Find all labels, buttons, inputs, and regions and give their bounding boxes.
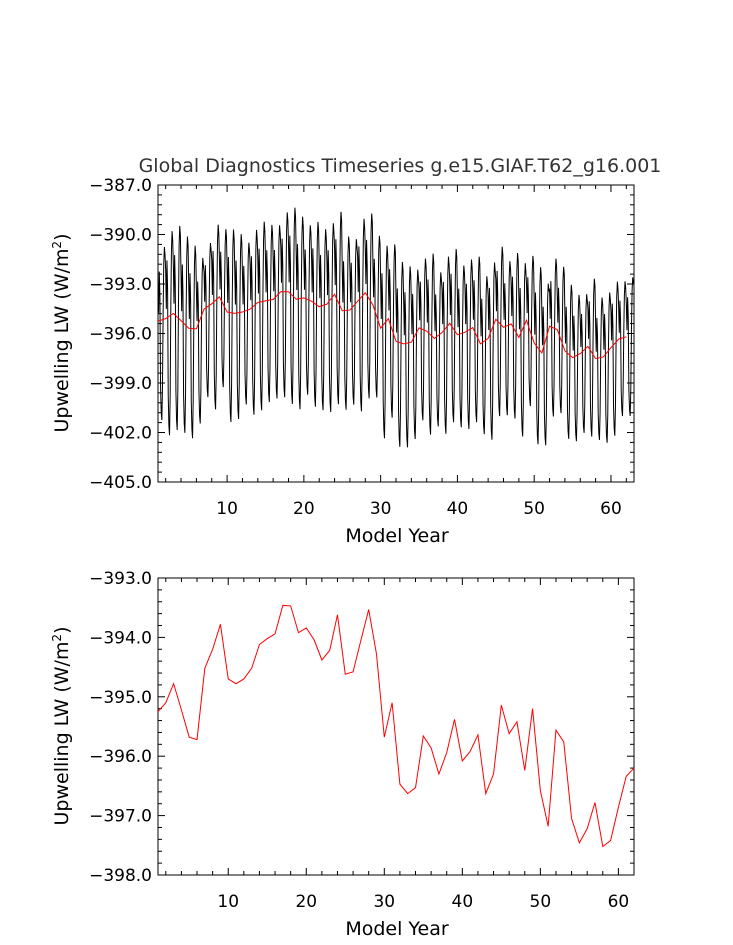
top-x-tick-label: 60	[600, 499, 622, 519]
top-y-tick-label: −390.0	[89, 226, 152, 246]
annual-mean-series-line	[157, 291, 627, 360]
top-x-axis-label: Model Year	[345, 525, 449, 547]
bottom-x-tick-label: 30	[373, 892, 395, 912]
top-x-tick-label: 40	[447, 499, 469, 519]
bottom-y-axis-label: Upwelling LW (W/m2)	[50, 626, 73, 825]
bottom-y-tick-labels: −393.0 −394.0 −395.0 −396.0 −397.0 −398.0	[89, 569, 152, 886]
top-y-tick-label: −393.0	[89, 275, 152, 295]
bottom-x-tick-labels: 10 20 30 40 50 60	[217, 892, 629, 912]
bottom-y-tick-label: −398.0	[89, 866, 152, 886]
top-panel: −387.0 −390.0 −393.0 −396.0 −399.0 −402.0 −405…	[50, 176, 635, 547]
top-x-tick-label: 20	[293, 499, 315, 519]
bottom-x-axis-label: Model Year	[345, 918, 449, 940]
top-y-tick-label: −405.0	[89, 473, 152, 493]
bottom-x-tick-label: 60	[608, 892, 630, 912]
bottom-x-tick-label: 10	[217, 892, 239, 912]
top-y-tick-label: −387.0	[89, 176, 152, 196]
bottom-x-tick-label: 50	[530, 892, 552, 912]
bottom-y-tick-label: −395.0	[89, 688, 152, 708]
bottom-y-tick-label: −394.0	[89, 628, 152, 648]
top-y-tick-labels: −387.0 −390.0 −393.0 −396.0 −399.0 −402.0 −405…	[89, 176, 152, 493]
top-x-tick-labels: 10 20 30 40 50 60	[216, 499, 622, 519]
top-y-tick-label: −396.0	[89, 325, 152, 345]
monthly-series-line	[157, 207, 634, 448]
chart-title: Global Diagnostics Timeseries g.e15.GIAF…	[139, 155, 662, 177]
top-y-tick-label: −399.0	[89, 374, 152, 394]
annual-mean-series-line-bottom	[157, 604, 635, 848]
bottom-y-tick-label: −396.0	[89, 747, 152, 767]
top-y-tick-label: −402.0	[89, 424, 152, 444]
bottom-axis-ticks	[158, 577, 635, 876]
bottom-x-tick-label: 40	[452, 892, 474, 912]
bottom-y-tick-label: −397.0	[89, 807, 152, 827]
top-x-tick-label: 30	[370, 499, 392, 519]
bottom-y-tick-label: −393.0	[89, 569, 152, 589]
top-x-tick-label: 50	[523, 499, 545, 519]
bottom-panel: −393.0 −394.0 −395.0 −396.0 −397.0 −398.0 10 2…	[50, 569, 635, 940]
bottom-x-tick-label: 20	[295, 892, 317, 912]
top-y-axis-label: Upwelling LW (W/m2)	[50, 233, 73, 432]
top-axis-ticks	[158, 184, 634, 483]
top-x-tick-label: 10	[216, 499, 238, 519]
bottom-plot-frame	[157, 577, 635, 876]
